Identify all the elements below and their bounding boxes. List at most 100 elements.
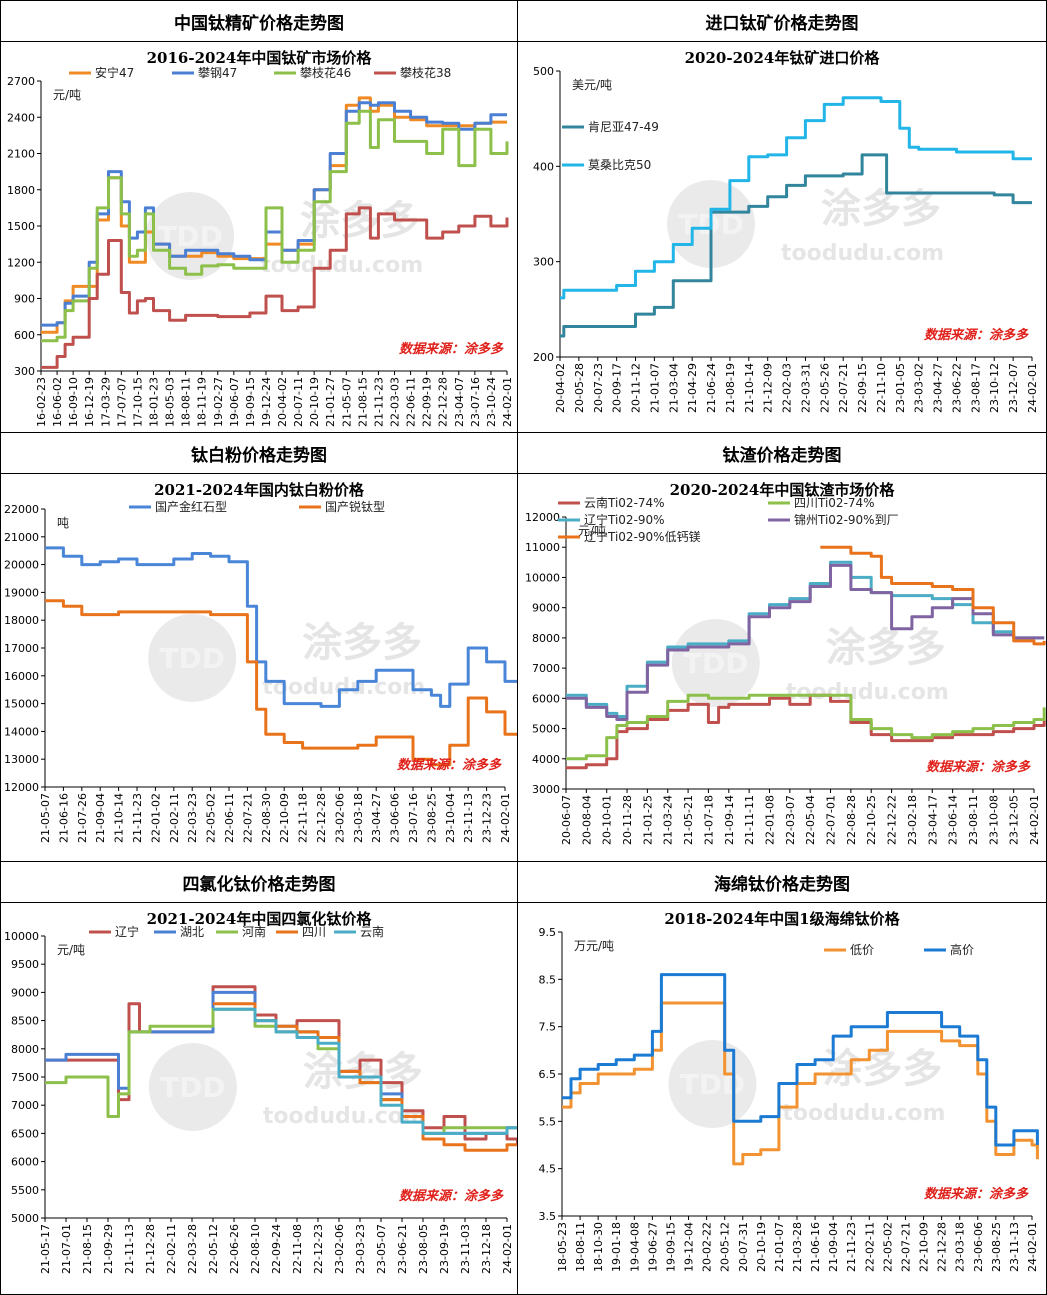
x-tick-label: 22-10-09 — [278, 793, 291, 843]
series-line-1 — [566, 693, 1046, 770]
svg-text:TDD: TDD — [683, 647, 749, 680]
x-tick-label: 23-03-02 — [913, 363, 926, 413]
y-tick-label: 18000 — [4, 614, 39, 627]
x-tick-label: 20-07-31 — [737, 1222, 750, 1272]
legend-item: 安宁47 — [69, 65, 134, 80]
y-tick-label: 8000 — [11, 1043, 39, 1056]
x-tick-label: 22-09-24 — [270, 1224, 283, 1274]
x-tick-label: 23-06-21 — [396, 1224, 409, 1274]
y-tick-label: 1500 — [7, 220, 35, 233]
x-tick-label: 22-09-19 — [421, 377, 434, 427]
x-tick-label: 20-06-07 — [560, 795, 573, 845]
x-tick-label: 22-06-26 — [228, 1224, 241, 1274]
series-line-5 — [820, 545, 1046, 646]
x-tick-label: 21-03-28 — [791, 1222, 804, 1272]
x-tick-label: 21-10-14 — [743, 363, 756, 413]
series-line-2 — [45, 599, 517, 767]
x-tick-label: 22-01-02 — [149, 793, 162, 843]
legend-label: 锦州Ti02-90%到厂 — [794, 513, 899, 527]
svg-text:涂多多: 涂多多 — [822, 1046, 942, 1092]
y-tick-label: 17000 — [4, 642, 39, 655]
x-tick-label: 23-06-14 — [947, 795, 960, 845]
legend-label: 安宁47 — [95, 65, 134, 80]
x-tick-label: 23-02-18 — [906, 795, 919, 845]
x-tick-label: 21-08-15 — [356, 377, 369, 427]
x-tick-label: 22-12-22 — [886, 795, 899, 845]
unit-label: 元/吨 — [57, 943, 85, 957]
x-tick-label: 23-12-23 — [481, 793, 494, 843]
y-tick-label: 1200 — [7, 256, 35, 269]
x-tick-label: 23-06-22 — [950, 363, 963, 413]
y-tick-label: 3000 — [532, 783, 560, 796]
svg-text:TDD: TDD — [159, 642, 225, 675]
y-tick-label: 6000 — [11, 1156, 39, 1169]
data-source-label: 数据来源：涂多多 — [399, 1188, 504, 1204]
x-tick-label: 19-01-18 — [610, 1222, 623, 1272]
data-source-label: 数据来源：涂多多 — [926, 759, 1031, 775]
panel-titanium-concentrate: 中国钛精矿价格走势图 TDD 涂多多 toodudu.com 2016-2024年中国… — [0, 0, 518, 433]
chart-titanium-ore-import-price: TDD 涂多多toodudu.com2020-2024年钛矿进口价格美元/吨200… — [533, 49, 1039, 413]
panel-title: 钛渣价格走势图 — [518, 433, 1046, 474]
y-tick-label: 3.5 — [539, 1210, 557, 1223]
legend-label: 肯尼亚47-49 — [588, 120, 659, 134]
y-tick-label: 8500 — [11, 1015, 39, 1028]
unit-label: 吨 — [57, 516, 69, 530]
x-tick-label: 22-06-11 — [223, 793, 236, 843]
x-tick-label: 22-07-21 — [241, 793, 254, 843]
x-tick-label: 20-04-02 — [554, 363, 567, 413]
legend-item: 攀钢47 — [172, 66, 237, 80]
x-tick-label: 22-12-23 — [312, 1224, 325, 1274]
x-tick-label: 22-06-11 — [405, 377, 418, 427]
x-tick-label: 18-10-30 — [592, 1222, 605, 1272]
x-tick-label: 21-08-15 — [81, 1224, 94, 1274]
x-tick-label: 21-08-19 — [724, 363, 737, 413]
series-line-1 — [560, 153, 1032, 338]
x-tick-label: 19-06-27 — [646, 1222, 659, 1272]
y-tick-label: 13000 — [4, 753, 39, 766]
panel-titanium-sponge: 海绵钛价格走势图 TDD 涂多多 toodudu.com 2018-2024年中国1级… — [517, 861, 1047, 1295]
svg-text:toodudu.com: toodudu.com — [260, 253, 423, 278]
x-tick-label: 22-10-25 — [865, 795, 878, 845]
y-tick-label: 8000 — [532, 632, 560, 645]
x-tick-label: 22-12-28 — [437, 377, 450, 427]
y-tick-label: 300 — [14, 365, 35, 378]
legend-label: 辽宁 — [115, 924, 139, 939]
x-tick-label: 22-08-10 — [249, 1224, 262, 1274]
x-tick-label: 16-12-19 — [83, 377, 96, 427]
legend-label: 莫桑比克50 — [588, 158, 651, 172]
x-tick-label: 22-07-21 — [837, 363, 850, 413]
x-tick-label: 21-07-01 — [60, 1224, 73, 1274]
y-tick-label: 900 — [14, 293, 35, 306]
x-tick-label: 18-01-23 — [147, 377, 160, 427]
x-tick-label: 24-02-01 — [1026, 1222, 1039, 1272]
x-tick-label: 23-04-17 — [926, 795, 939, 845]
x-tick-label: 18-08-11 — [180, 377, 193, 427]
legend-label: 低价 — [850, 943, 874, 957]
legend-item: 云南 — [334, 924, 384, 939]
x-tick-label: 21-04-29 — [686, 363, 699, 413]
x-tick-label: 22-03-31 — [799, 363, 812, 413]
x-tick-label: 22-08-28 — [845, 795, 858, 845]
y-tick-label: 600 — [14, 329, 35, 342]
unit-label: 万元/吨 — [574, 939, 614, 953]
series-line-1 — [45, 546, 517, 708]
x-tick-label: 21-06-16 — [809, 1222, 822, 1272]
y-tick-label: 9.5 — [539, 926, 557, 939]
x-tick-label: 22-07-01 — [825, 795, 838, 845]
legend-label: 湖北 — [180, 924, 204, 939]
legend-item: 四川Ti02-74% — [768, 496, 875, 510]
series-line-2 — [562, 973, 1039, 1147]
x-tick-label: 22-11-18 — [297, 793, 310, 843]
x-tick-label: 20-08-04 — [580, 795, 593, 845]
x-tick-label: 23-11-03 — [459, 1224, 472, 1274]
legend-item: 辽宁Ti02-90% — [558, 512, 665, 527]
x-tick-label: 23-08-25 — [990, 1222, 1003, 1272]
x-tick-label: 20-11-12 — [630, 363, 643, 413]
x-tick-label: 24-02-01 — [1028, 795, 1041, 845]
legend-label: 攀枝花38 — [400, 65, 451, 80]
x-tick-label: 21-12-09 — [762, 363, 775, 413]
y-tick-label: 7000 — [532, 662, 560, 675]
